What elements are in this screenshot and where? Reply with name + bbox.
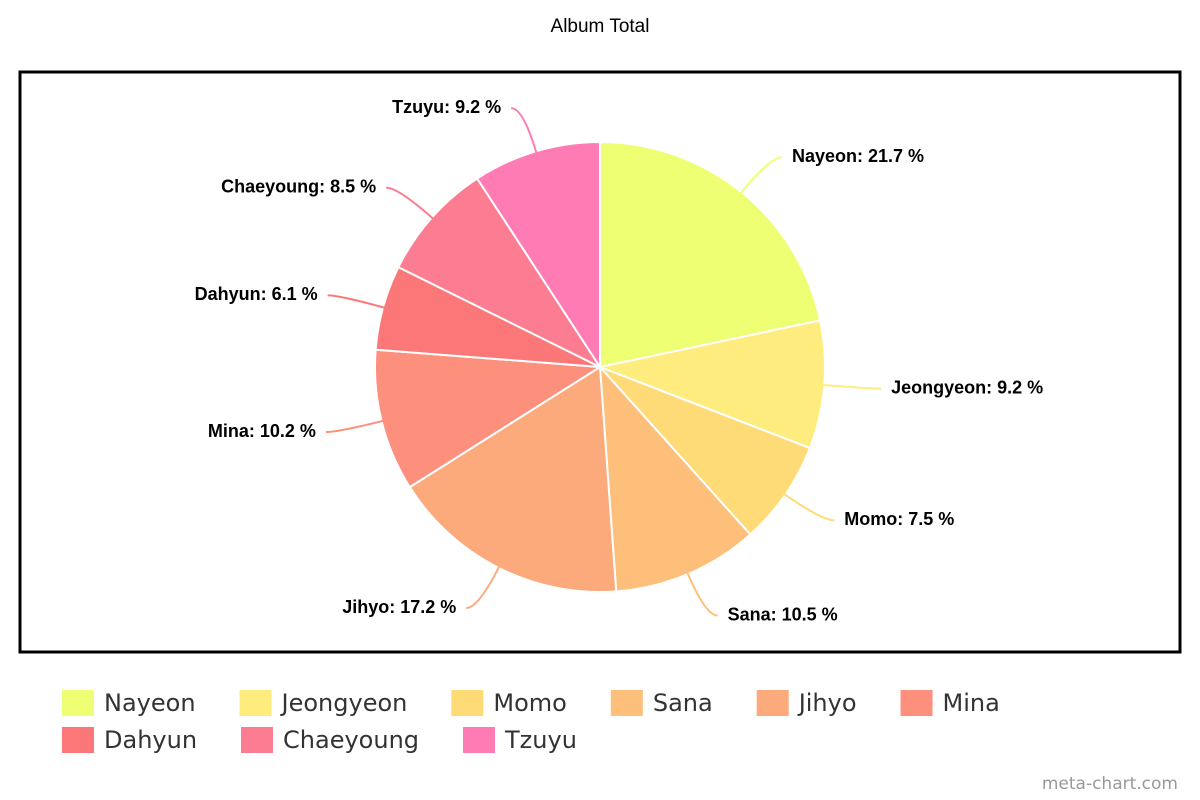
leader-line — [686, 571, 718, 617]
leader-line — [510, 107, 538, 154]
leader-line — [466, 565, 501, 610]
legend-label: Momo — [493, 689, 566, 717]
legend-label: Jeongyeon — [280, 689, 408, 717]
data-label: Sana: 10.5 % — [728, 604, 838, 624]
legend-label: Sana — [653, 689, 713, 717]
chart-title: Album Total — [551, 16, 650, 37]
data-label: Nayeon: 21.7 % — [792, 146, 924, 166]
legend-swatch — [463, 727, 496, 753]
data-label: Tzuyu: 9.2 % — [392, 97, 501, 117]
legend-label: Chaeyoung — [283, 726, 419, 754]
data-label: Jeongyeon: 9.2 % — [891, 377, 1043, 397]
leader-line — [782, 492, 835, 522]
legend-swatch — [756, 690, 789, 716]
watermark: meta-chart.com — [1042, 774, 1178, 794]
legend-label: Nayeon — [104, 689, 196, 717]
data-label: Mina: 10.2 % — [208, 421, 316, 441]
legend-label: Mina — [943, 689, 1000, 717]
legend-label: Dahyun — [104, 726, 197, 754]
legend-swatch — [62, 690, 94, 716]
legend-label: Tzuyu — [504, 726, 577, 754]
leader-line — [386, 186, 434, 220]
legend-swatch — [239, 690, 272, 716]
legend-swatch — [62, 727, 94, 753]
data-label: Chaeyoung: 8.5 % — [221, 176, 376, 196]
plot-frame — [18, 70, 1182, 654]
data-label: Momo: 7.5 % — [844, 509, 954, 529]
leader-line — [327, 294, 386, 309]
leader-line — [325, 419, 384, 434]
data-label: Jihyo: 17.2 % — [342, 597, 456, 617]
data-label: Dahyun: 6.1 % — [195, 284, 318, 304]
leader-line — [739, 156, 783, 195]
legend-swatch — [241, 727, 274, 753]
legend-label: Jihyo — [797, 689, 857, 717]
legend-swatch — [451, 690, 484, 716]
leader-line — [822, 383, 882, 390]
legend-swatch — [610, 690, 643, 716]
legend-swatch — [900, 690, 933, 716]
